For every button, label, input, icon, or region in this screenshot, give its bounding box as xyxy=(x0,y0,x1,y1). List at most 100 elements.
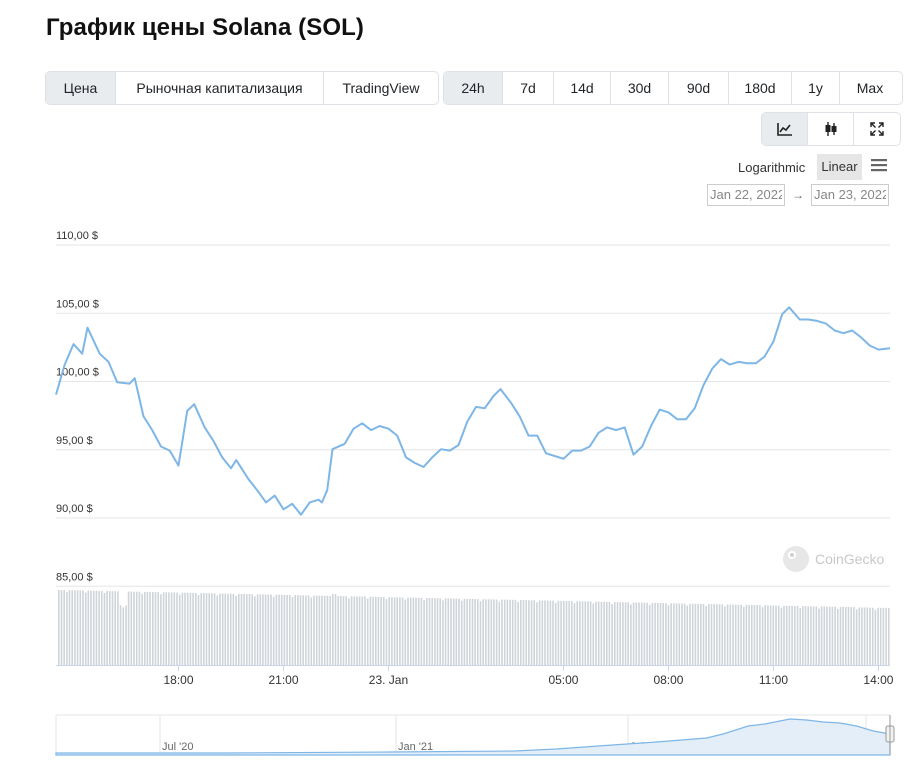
volume-bar xyxy=(815,606,818,665)
volume-bar xyxy=(691,603,694,665)
volume-bar xyxy=(812,606,815,665)
tab-range-90d[interactable]: 90d xyxy=(669,72,729,104)
date-to-input[interactable] xyxy=(811,184,889,206)
volume-bar xyxy=(587,601,589,665)
expand-button[interactable] xyxy=(854,113,900,145)
volume-bar xyxy=(721,604,724,665)
tab-range-30d[interactable]: 30d xyxy=(611,72,669,104)
volume-bar xyxy=(694,603,697,665)
y-tick-label: 110,00 $ xyxy=(56,230,98,242)
price-line xyxy=(55,306,891,516)
volume-bar xyxy=(646,602,648,665)
volume-bar xyxy=(579,601,581,665)
volume-bar xyxy=(705,606,707,665)
volume-bar xyxy=(122,607,125,665)
volume-bar xyxy=(627,602,629,665)
volume-bar xyxy=(541,600,544,665)
volume-bar xyxy=(63,590,65,665)
volume-bar xyxy=(761,607,764,665)
candlestick-button[interactable] xyxy=(808,113,854,145)
volume-bar xyxy=(839,607,842,665)
tab-price[interactable]: Цена xyxy=(46,72,116,104)
navigator-frame[interactable] xyxy=(55,714,891,756)
volume-bar xyxy=(329,595,331,665)
volume-bar xyxy=(176,592,178,665)
volume-bar xyxy=(259,594,262,665)
volume-bar xyxy=(573,603,576,665)
volume-bar xyxy=(326,595,329,665)
coingecko-watermark: CoinGecko xyxy=(783,546,884,572)
volume-bar xyxy=(165,592,167,665)
volume-bar xyxy=(246,594,248,665)
date-from-input[interactable] xyxy=(707,184,785,206)
volume-bar xyxy=(818,608,820,665)
volume-bar xyxy=(375,596,377,665)
chart-menu-button[interactable] xyxy=(870,157,888,173)
volume-bar xyxy=(393,597,396,665)
volume-bar xyxy=(243,594,245,665)
volume-bar xyxy=(221,593,224,665)
volume-bar xyxy=(307,595,310,665)
tab-range-7d[interactable]: 7d xyxy=(503,72,554,104)
volume-bar xyxy=(463,598,466,665)
candlestick-icon xyxy=(825,122,836,136)
volume-bar xyxy=(278,594,280,665)
x-tick-label: 11:00 xyxy=(759,673,788,687)
volume-bar xyxy=(511,599,514,665)
volume-bar xyxy=(396,597,398,665)
volume-bar xyxy=(686,605,689,665)
volume-bar xyxy=(565,601,568,665)
volume-bar xyxy=(538,600,541,665)
linear-scale-button[interactable]: Linear xyxy=(817,154,862,180)
logarithmic-scale-button[interactable]: Logarithmic xyxy=(738,160,806,175)
volume-bar xyxy=(90,590,92,665)
volume-bar xyxy=(125,605,127,665)
volume-bar xyxy=(428,598,431,665)
volume-bar xyxy=(611,604,613,665)
volume-bar xyxy=(238,593,240,665)
volume-bar xyxy=(275,594,278,665)
volume-bar xyxy=(111,591,114,665)
tab-range-max[interactable]: Max xyxy=(856,80,884,96)
volume-bar xyxy=(211,593,213,665)
tab-range-1y[interactable]: 1y xyxy=(792,72,840,104)
volume-bar xyxy=(68,590,71,665)
navigator-label: Jul '21 xyxy=(630,741,661,753)
volume-bar xyxy=(404,599,407,665)
tab-range-14d[interactable]: 14d xyxy=(554,72,611,104)
volume-bar xyxy=(469,598,471,665)
volume-bar xyxy=(315,595,318,665)
volume-bar xyxy=(528,600,530,665)
volume-bar xyxy=(740,604,742,665)
volume-bar xyxy=(748,605,750,665)
volume-bar xyxy=(576,601,578,665)
volume-bar xyxy=(442,600,444,665)
tab-market-cap[interactable]: Рыночная капитализация xyxy=(116,72,324,104)
volume-bar xyxy=(168,592,170,665)
tab-tradingview[interactable]: TradingView xyxy=(342,80,420,96)
volume-bar xyxy=(407,597,409,665)
volume-bar xyxy=(173,592,176,665)
volume-bar xyxy=(791,605,793,665)
volume-bar xyxy=(675,603,678,665)
volume-bar xyxy=(632,602,635,665)
volume-bar xyxy=(640,602,643,665)
volume-bar xyxy=(420,597,423,665)
volume-bar xyxy=(323,595,326,665)
volume-bar xyxy=(58,590,60,665)
volume-bar xyxy=(568,601,570,665)
volume-bar xyxy=(845,607,847,665)
volume-bar xyxy=(439,598,441,665)
volume-bar xyxy=(82,590,84,665)
volume-bar xyxy=(348,598,350,665)
volume-bar xyxy=(280,594,283,665)
navigator-handle[interactable] xyxy=(885,725,895,743)
tab-range-180d[interactable]: 180d xyxy=(729,72,792,104)
x-tick-label: 21:00 xyxy=(268,673,298,687)
line-chart-button[interactable] xyxy=(762,113,808,145)
volume-bar xyxy=(310,597,313,665)
volume-bar xyxy=(651,602,654,665)
volume-bar xyxy=(506,599,509,665)
tab-range-24h[interactable]: 24h xyxy=(444,72,503,104)
volume-bar xyxy=(391,597,393,665)
